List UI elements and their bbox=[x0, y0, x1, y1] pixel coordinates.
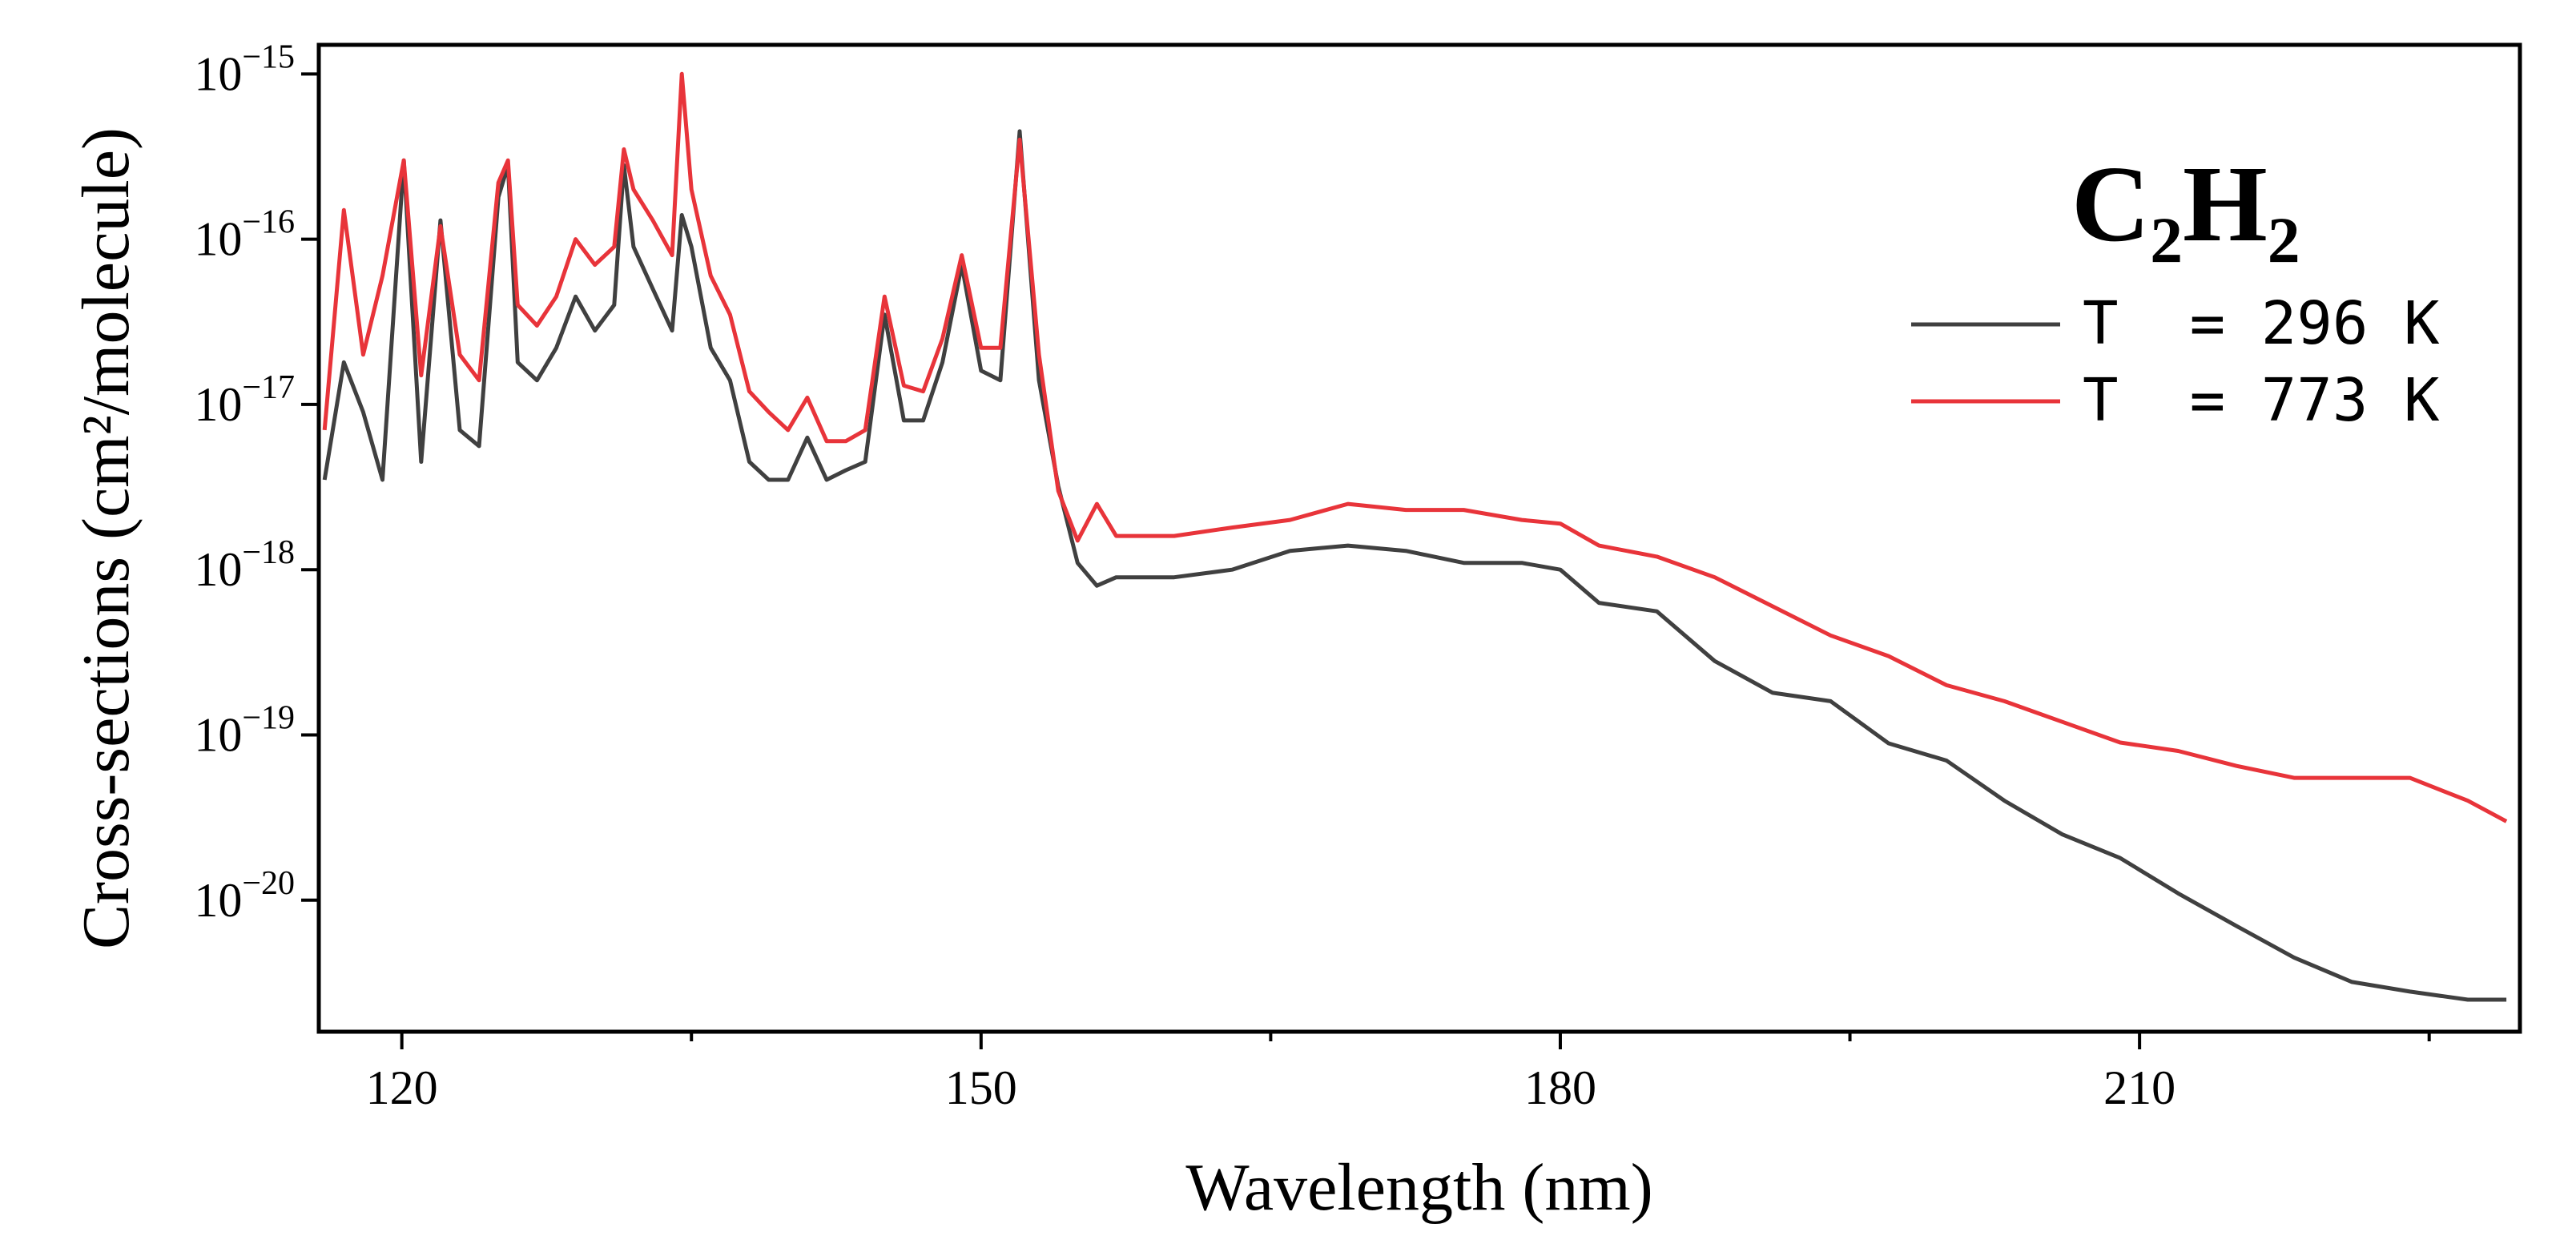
y-tick-exponent: −19 bbox=[242, 700, 295, 737]
plot-frame bbox=[316, 42, 2522, 1034]
y-tick-exponent: −15 bbox=[242, 38, 295, 75]
y-tick-exponent: −20 bbox=[242, 865, 295, 902]
series-line bbox=[322, 129, 2507, 1002]
y-tick-exponent: −18 bbox=[242, 534, 295, 571]
legend-label: T = 296 K bbox=[2083, 289, 2440, 358]
legend-label: T = 773 K bbox=[2083, 366, 2440, 435]
y-tick-base: 10 bbox=[194, 378, 242, 431]
y-tick-base: 10 bbox=[194, 543, 242, 596]
series-line bbox=[322, 71, 2508, 823]
y-tick-label: 10−18 bbox=[194, 534, 295, 596]
y-tick-base: 10 bbox=[194, 47, 242, 100]
x-tick-label: 210 bbox=[2103, 1061, 2176, 1114]
y-tick-label: 10−19 bbox=[194, 700, 295, 762]
x-tick-label: 120 bbox=[366, 1061, 438, 1114]
y-tick-exponent: −16 bbox=[242, 204, 295, 241]
y-tick-base: 10 bbox=[194, 213, 242, 266]
y-tick-label: 10−16 bbox=[194, 204, 295, 266]
y-tick-base: 10 bbox=[194, 709, 242, 762]
y-tick-label: 10−20 bbox=[194, 865, 295, 927]
x-axis-label: Wavelength (nm) bbox=[1185, 1150, 1652, 1225]
y-tick-label: 10−15 bbox=[194, 38, 295, 100]
x-tick-label: 150 bbox=[945, 1061, 1017, 1114]
annotation: C₂H₂ bbox=[2071, 144, 2300, 264]
y-tick-exponent: −17 bbox=[242, 369, 295, 406]
y-axis-label: Cross-sections (cm²/molecule) bbox=[69, 127, 143, 949]
y-tick-label: 10−17 bbox=[194, 369, 295, 431]
x-tick-label: 180 bbox=[1524, 1061, 1596, 1114]
y-tick-base: 10 bbox=[194, 874, 242, 927]
